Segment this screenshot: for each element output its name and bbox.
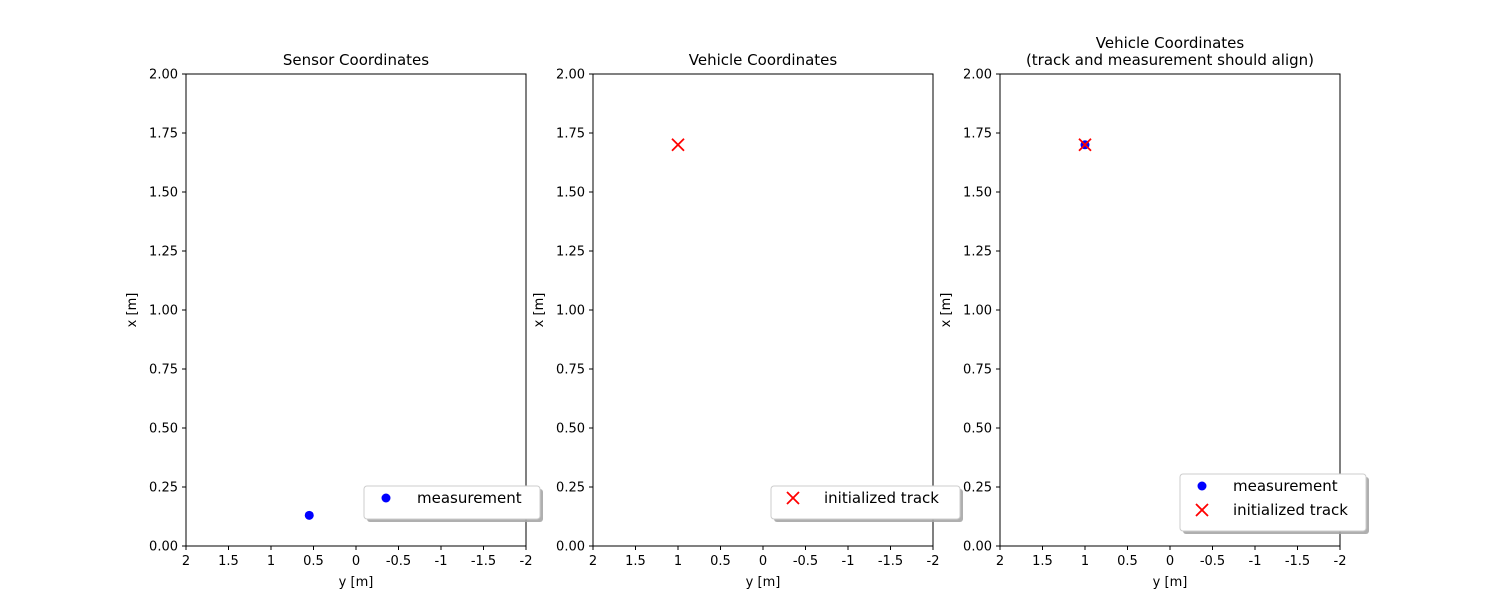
data-point-track bbox=[671, 138, 685, 152]
legend-marker-measurement bbox=[381, 493, 391, 503]
legend-label: initialized track bbox=[824, 489, 939, 507]
legend-marker-measurement bbox=[1197, 481, 1207, 491]
y-tick-label: 1.75 bbox=[149, 127, 178, 142]
legend-box bbox=[363, 485, 541, 520]
y-axis-label: x [m] bbox=[125, 293, 140, 328]
y-tick-label: 1.00 bbox=[556, 304, 585, 319]
chart-title: (track and measurement should align) bbox=[1026, 51, 1314, 69]
y-tick-label: 0.50 bbox=[556, 422, 585, 437]
y-tick-label: 0.00 bbox=[149, 540, 178, 555]
y-tick-label: 1.50 bbox=[149, 186, 178, 201]
x-axis-label: y [m] bbox=[1153, 575, 1188, 590]
legend-box bbox=[770, 485, 961, 520]
legend-marker-track-stroke-b bbox=[1195, 503, 1209, 517]
x-tick-label: -2 bbox=[1334, 554, 1347, 569]
x-tick-label: -1.5 bbox=[1285, 554, 1310, 569]
y-tick-label: 0.00 bbox=[556, 540, 585, 555]
x-tick-label: 1.5 bbox=[218, 554, 239, 569]
axes-frame bbox=[185, 73, 527, 547]
x-axis-label: y [m] bbox=[339, 575, 374, 590]
y-tick-label: 0.50 bbox=[963, 422, 992, 437]
x-tick-label: -0.5 bbox=[793, 554, 818, 569]
x-tick-label: -2 bbox=[520, 554, 533, 569]
legend-marker-track bbox=[786, 491, 800, 505]
x-tick-label: 2 bbox=[996, 554, 1004, 569]
x-tick-label: -1 bbox=[1249, 554, 1262, 569]
y-axis-label: x [m] bbox=[939, 293, 954, 328]
x-tick-label: 1 bbox=[674, 554, 682, 569]
y-tick-label: 0.25 bbox=[149, 481, 178, 496]
legend: measurement initialized track bbox=[1179, 473, 1369, 534]
y-tick-label: 2.00 bbox=[963, 68, 992, 83]
x-tick-label: 1.5 bbox=[625, 554, 646, 569]
x-tick-label: 1 bbox=[267, 554, 275, 569]
data-point-measurement bbox=[304, 510, 314, 520]
x-tick-label: 0.5 bbox=[1117, 554, 1138, 569]
legend-label: initialized track bbox=[1233, 501, 1348, 519]
y-tick-label: 0.25 bbox=[556, 481, 585, 496]
y-tick-label: 1.25 bbox=[149, 245, 178, 260]
y-tick-label: 0.50 bbox=[149, 422, 178, 437]
chart-title: Vehicle Coordinates bbox=[689, 51, 838, 69]
y-tick-label: 1.50 bbox=[963, 186, 992, 201]
chart-title: Vehicle Coordinates bbox=[1096, 34, 1245, 52]
legend-marker-track-stroke-b bbox=[786, 491, 800, 505]
y-tick-label: 1.50 bbox=[556, 186, 585, 201]
data-point-track-stroke-b bbox=[1078, 138, 1092, 152]
x-tick-label: -1.5 bbox=[471, 554, 496, 569]
chart-title: Sensor Coordinates bbox=[283, 51, 429, 69]
x-tick-label: 2 bbox=[182, 554, 190, 569]
x-axis-label: y [m] bbox=[746, 575, 781, 590]
subplot-1: 2 1.5 1 0.5 0 -0.5 -1 -1.5 -20.000.250.500.751.0… bbox=[125, 51, 543, 590]
x-tick-label: -0.5 bbox=[386, 554, 411, 569]
y-tick-label: 1.00 bbox=[149, 304, 178, 319]
y-tick-label: 0.75 bbox=[556, 363, 585, 378]
legend: measurement bbox=[363, 485, 543, 522]
x-tick-label: 0 bbox=[1166, 554, 1174, 569]
y-tick-label: 2.00 bbox=[556, 68, 585, 83]
y-tick-label: 0.00 bbox=[963, 540, 992, 555]
y-tick-label: 1.75 bbox=[556, 127, 585, 142]
x-tick-label: 0 bbox=[759, 554, 767, 569]
x-tick-label: 2 bbox=[589, 554, 597, 569]
x-tick-label: -2 bbox=[927, 554, 940, 569]
y-tick-label: 0.25 bbox=[963, 481, 992, 496]
x-tick-label: -1.5 bbox=[878, 554, 903, 569]
x-tick-label: -1 bbox=[842, 554, 855, 569]
legend-box bbox=[1179, 473, 1367, 532]
x-tick-label: 1 bbox=[1081, 554, 1089, 569]
y-tick-label: 1.25 bbox=[556, 245, 585, 260]
subplot-2: 2 1.5 1 0.5 0 -0.5 -1 -1.5 -20.000.250.500.751.0… bbox=[532, 51, 963, 590]
subplot-3: 2 1.5 1 0.5 0 -0.5 -1 -1.5 -20.000.250.500.751.0… bbox=[939, 34, 1369, 590]
x-tick-label: 0 bbox=[352, 554, 360, 569]
legend: initialized track bbox=[770, 485, 963, 522]
data-point-track bbox=[1078, 138, 1092, 152]
y-tick-label: 2.00 bbox=[149, 68, 178, 83]
y-tick-label: 0.75 bbox=[963, 363, 992, 378]
y-tick-label: 1.75 bbox=[963, 127, 992, 142]
legend-marker-track bbox=[1195, 503, 1209, 517]
x-tick-label: 1.5 bbox=[1032, 554, 1053, 569]
x-tick-label: 0.5 bbox=[710, 554, 731, 569]
y-axis-label: x [m] bbox=[532, 293, 547, 328]
legend-label: measurement bbox=[1233, 477, 1338, 495]
legend-label: measurement bbox=[417, 489, 522, 507]
axes-frame bbox=[592, 73, 934, 547]
y-tick-label: 0.75 bbox=[149, 363, 178, 378]
x-tick-label: -0.5 bbox=[1200, 554, 1225, 569]
x-tick-label: 0.5 bbox=[303, 554, 324, 569]
y-tick-label: 1.25 bbox=[963, 245, 992, 260]
x-tick-label: -1 bbox=[435, 554, 448, 569]
y-tick-label: 1.00 bbox=[963, 304, 992, 319]
data-point-track-stroke-b bbox=[671, 138, 685, 152]
